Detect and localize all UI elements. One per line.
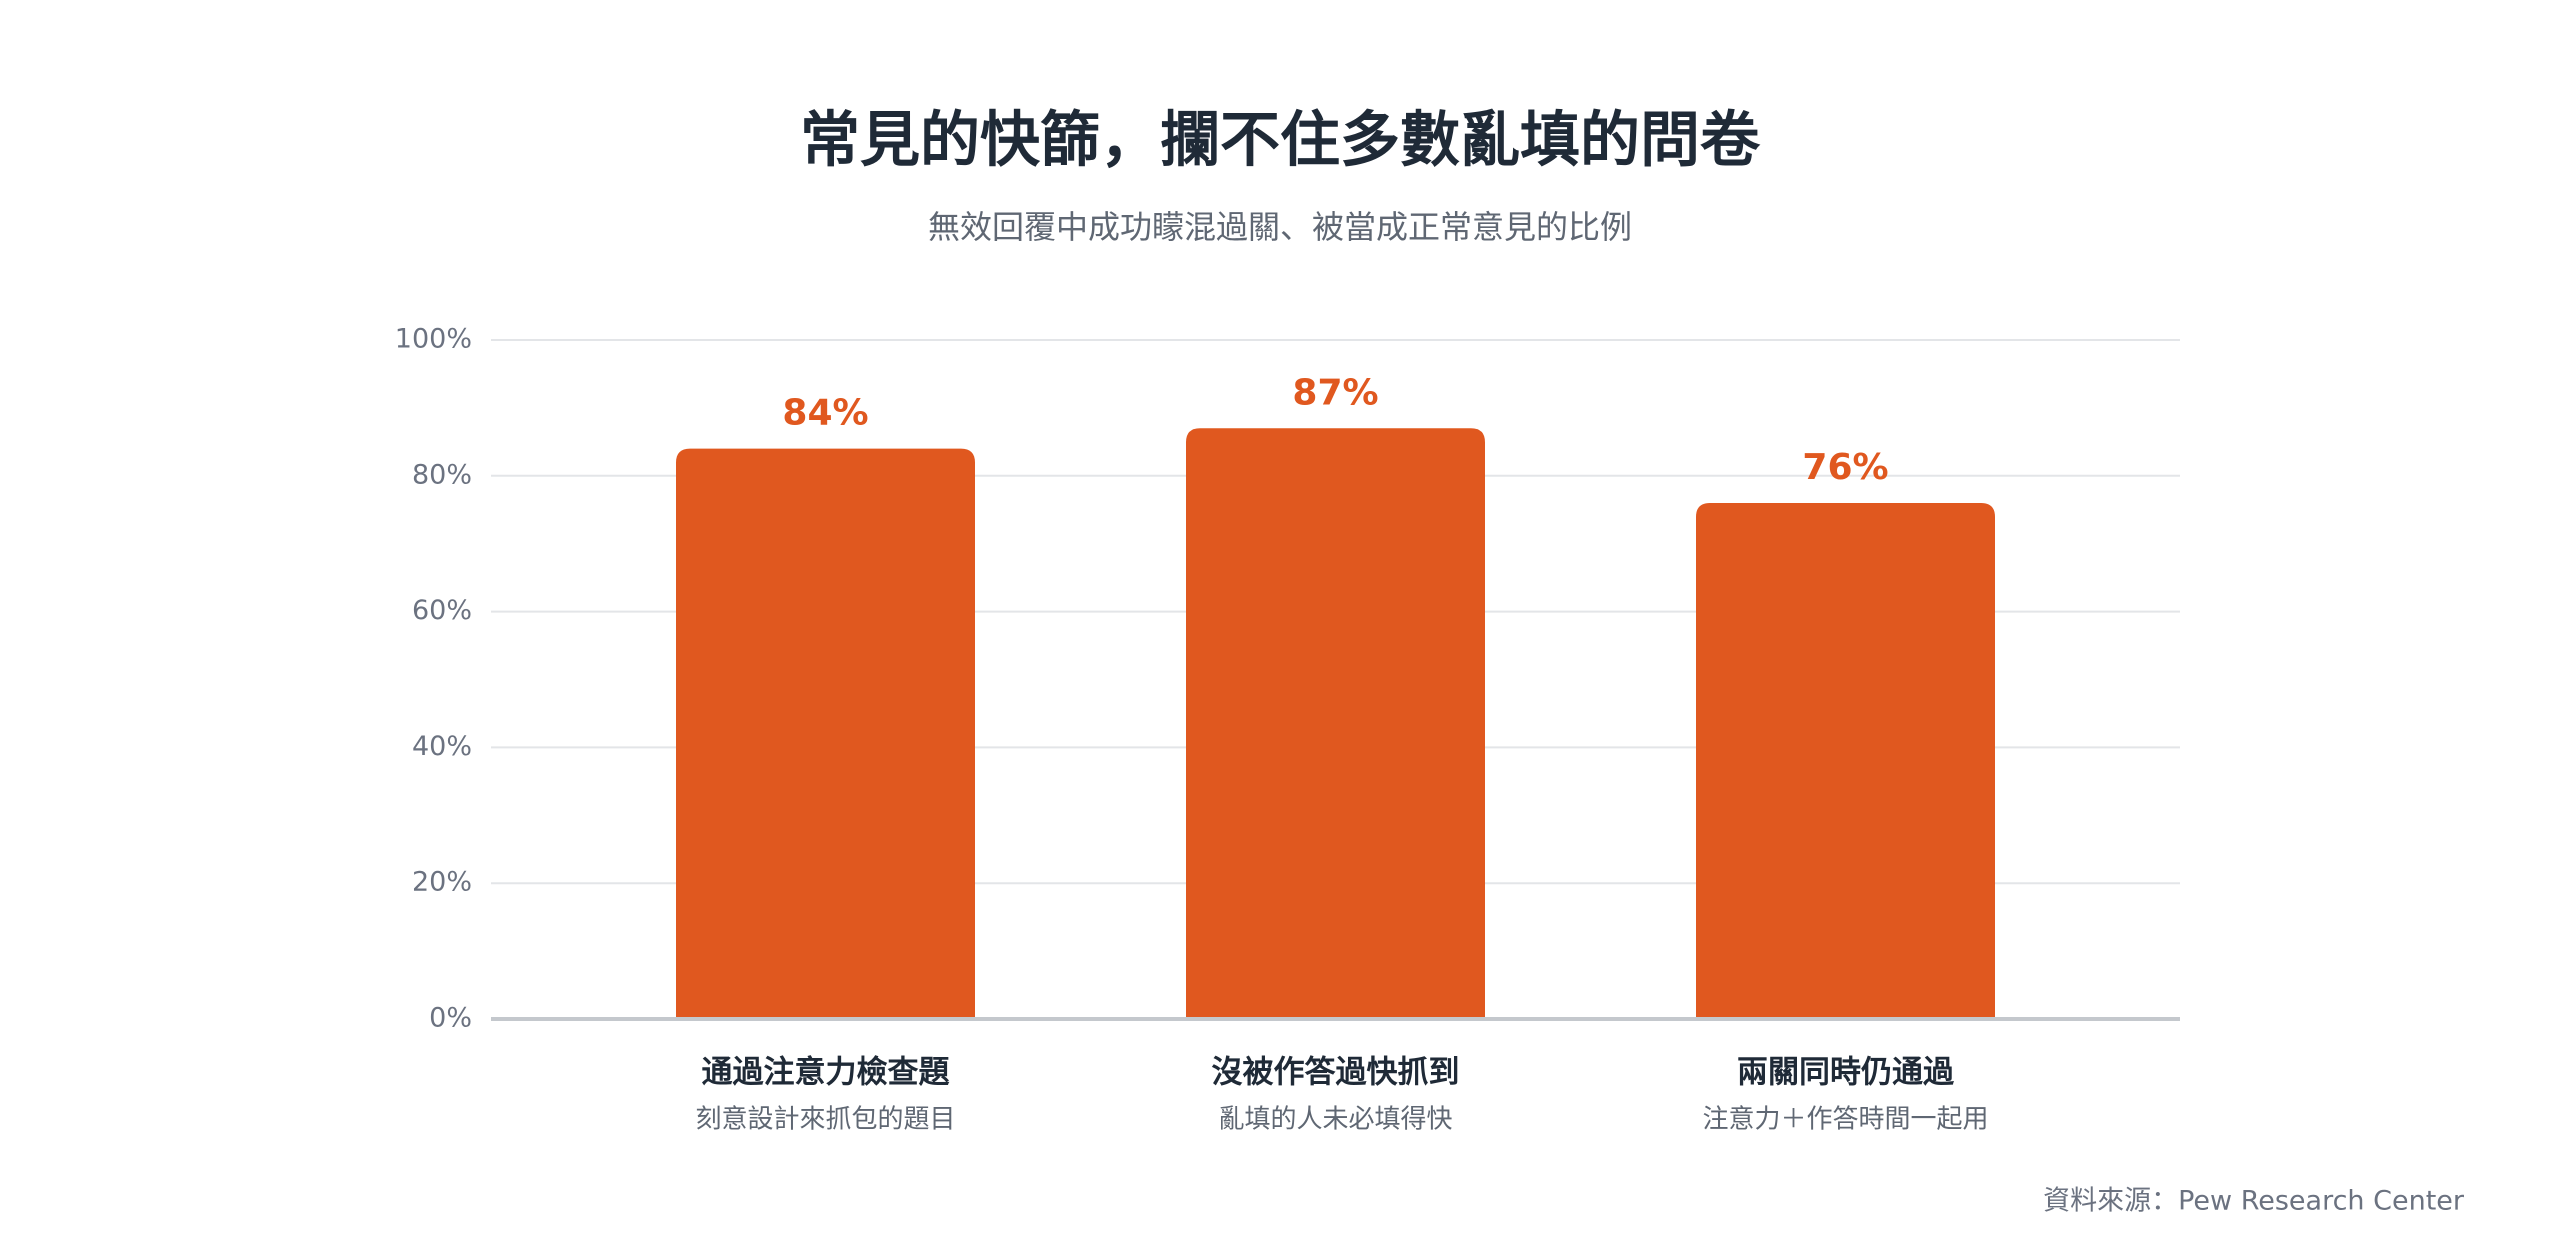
value-label: 76% — [1802, 447, 1888, 488]
bar — [1186, 428, 1485, 1019]
x-tick-note: 注意力＋作答時間一起用 — [1702, 1105, 1988, 1135]
x-tick-label: 沒被作答過快抓到 — [1212, 1055, 1460, 1091]
y-tick-label: 80% — [412, 459, 472, 490]
bar — [676, 448, 975, 1019]
value-label: 84% — [782, 393, 868, 434]
y-tick-label: 100% — [395, 324, 472, 355]
y-tick-label: 0% — [429, 1003, 472, 1034]
source: 資料來源：Pew Research Center — [2043, 1186, 2465, 1217]
bar — [1696, 502, 1995, 1020]
x-tick-label: 兩關同時仍通過 — [1737, 1055, 1955, 1091]
chart-subtitle: 無效回覆中成功矇混過關、被當成正常意見的比例 — [928, 208, 1632, 246]
y-tick-label: 60% — [412, 595, 472, 626]
x-tick-note: 刻意設計來抓包的題目 — [695, 1105, 955, 1135]
chart-title: 常見的快篩，攔不住多數亂填的問卷 — [800, 106, 1761, 176]
y-tick-label: 40% — [412, 731, 472, 762]
x-tick-label: 通過注意力檢查題 — [702, 1055, 950, 1091]
y-tick-label: 20% — [412, 867, 472, 898]
value-label: 87% — [1292, 372, 1378, 413]
x-tick-note: 亂填的人未必填得快 — [1218, 1105, 1452, 1135]
